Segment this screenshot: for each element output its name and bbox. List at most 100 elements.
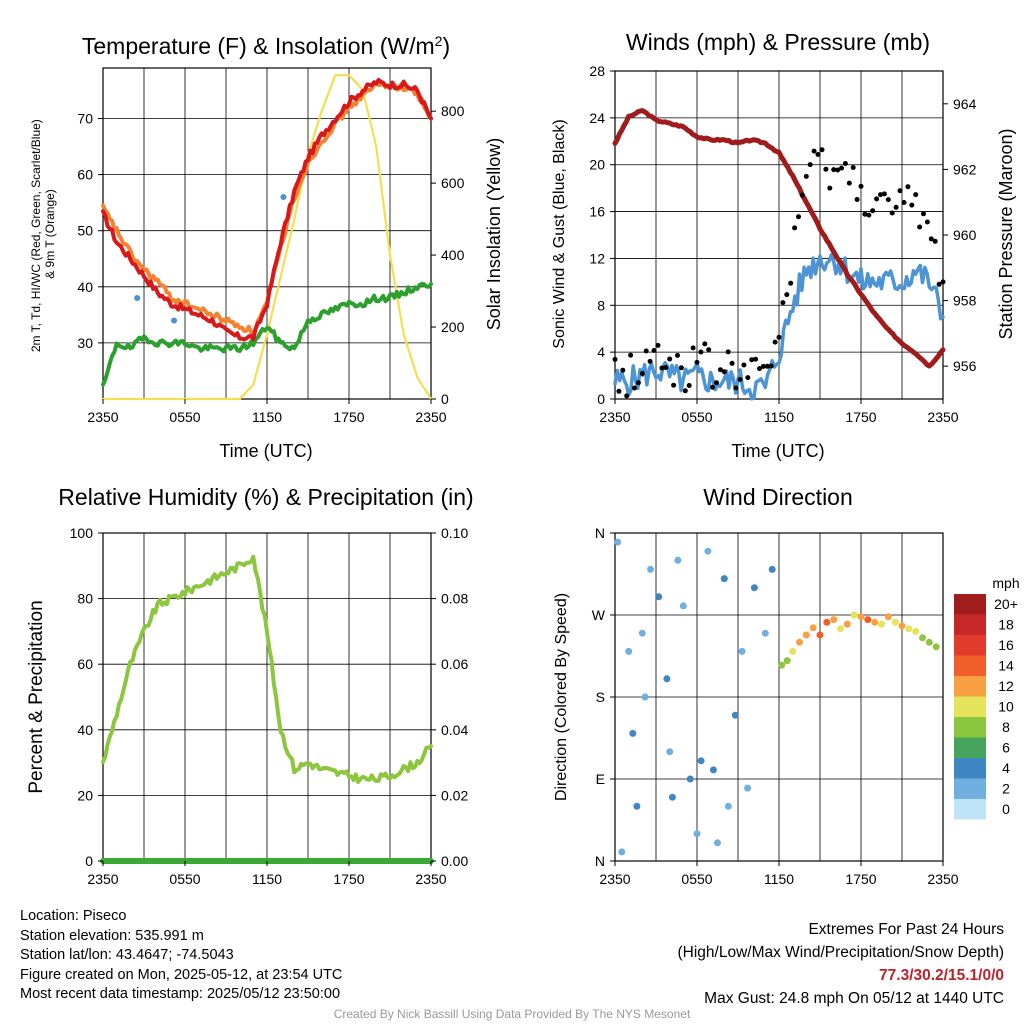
wind-direction-point [884,613,892,621]
wind-direction-point [932,643,940,651]
wind-direction-point [666,748,674,756]
windchill-point [134,295,141,302]
y-tick-label: 0 [597,391,605,407]
wind-direction-point [724,802,732,810]
gust-point [839,165,844,171]
gust-point [921,211,926,217]
credit-line: Created By Nick Bassill Using Data Provi… [333,1007,691,1021]
gust-point [928,236,934,242]
x-tick-label: 1150 [764,409,794,425]
temperature-chart-title: Temperature (F) & Insolation (W/m2) [82,33,450,59]
gust-point [717,367,723,373]
legend-swatch [954,655,986,676]
gust-point [768,363,774,369]
gust-point [702,341,708,347]
x-tick-label: 2350 [927,871,958,887]
temperature-y-axis-label-line2: & 9m T (Orange) [43,189,57,279]
y-tick-label: 8 [597,297,605,313]
station-elevation: Station elevation: 535.991 m [20,927,204,944]
wind-direction-point [905,625,913,633]
x-tick-label: 1150 [764,871,794,887]
gust-point [749,357,755,363]
wind-direction-point [843,620,851,628]
station-location: Location: Piseco [20,908,127,924]
gust-point [815,152,821,157]
y2-tick-label: 800 [441,103,465,119]
wind-direction-point [668,793,676,801]
wind-direction-point [816,631,824,639]
winds-y-ticks: 0 4 8 12 16 20 24 28 [589,63,615,407]
y-tick-label: 28 [589,63,605,79]
wind-direction-point [898,622,906,630]
x-tick-label: 0550 [681,409,712,425]
gust-point [690,345,696,351]
wind-direction-point [686,775,694,783]
gust-point [842,161,848,166]
extremes-values: 77.3/30.2/15.1/0/0 [879,967,1004,984]
gust-point [616,388,622,394]
y-tick-label: 24 [589,110,605,126]
legend-label: 0 [1002,801,1010,817]
gust-point [729,360,735,366]
data-timestamp: Most recent data timestamp: 2025/05/12 2… [20,986,341,1003]
temperature-y-axis-label: 2m T, Td, HI/WC (Red, Green, Scarlet/Blu… [29,116,57,352]
x-tick-label: 2350 [415,871,446,887]
gust-point [866,212,872,218]
legend-swatch [954,778,986,799]
gust-point [675,352,680,358]
y-tick-label: 40 [77,722,93,738]
wind-direction-point [679,602,687,610]
wind-direction-point [720,575,728,583]
gust-point [745,375,751,381]
legend-swatch [954,696,986,717]
gust-point [796,214,801,220]
legend-label: 14 [998,658,1014,674]
y2-tick-label: 956 [953,358,977,374]
figure-created: Figure created on Mon, 2025-05-12, at 23… [20,966,343,983]
gust-point [655,342,661,348]
temperature-grid [103,68,431,399]
y-tick-label: 100 [70,525,94,541]
wind-direction-point [857,613,865,621]
wind-direction-y-axis-label: Direction (Colored By Speed) [553,593,570,801]
gust-point [682,388,688,394]
gust-point [909,202,915,208]
gust-point [776,334,782,340]
y-tick-label: 40 [77,279,93,295]
wind-direction-point [633,802,641,810]
y-tick-label: 60 [77,167,93,183]
gust-point [917,224,923,230]
wind-direction-point [891,618,899,626]
gust-point [893,204,899,210]
wind-direction-point [871,618,879,626]
x-tick-label: 1150 [252,409,282,425]
wind-direction-point [809,624,817,632]
humidity-x-ticks: 2350 0550 1150 1750 2350 [87,861,447,887]
gust-point [694,359,700,365]
temperature-x-ticks: 2350 0550 1150 1750 2350 [87,399,447,425]
x-tick-label: 2350 [415,409,446,425]
wind-direction-point [738,647,746,655]
wind-direction-point [638,629,646,637]
station-latlon: Station lat/lon: 43.4647; -74.5043 [20,947,234,964]
x-tick-label: 1750 [333,409,364,425]
gust-point [885,197,891,203]
y-tick-label: N [595,525,605,541]
gust-point [710,384,716,390]
windchill-point [171,317,178,324]
gust-point [936,281,942,287]
humidity-chart-title: Relative Humidity (%) & Precipitation (i… [58,484,473,510]
x-tick-label: 0550 [169,871,200,887]
wind-direction-point [663,675,671,683]
gust-point [757,366,762,372]
gust-point [874,196,880,202]
gust-point [940,279,946,285]
x-tick-label: 0550 [681,871,712,887]
x-tick-label: 2350 [87,409,118,425]
wind-direction-y-ticks: N E S W N [592,525,615,869]
wind-direction-point [618,848,626,856]
gust-point [862,211,868,217]
wind-direction-point [693,830,701,838]
wind-direction-point [761,629,769,637]
